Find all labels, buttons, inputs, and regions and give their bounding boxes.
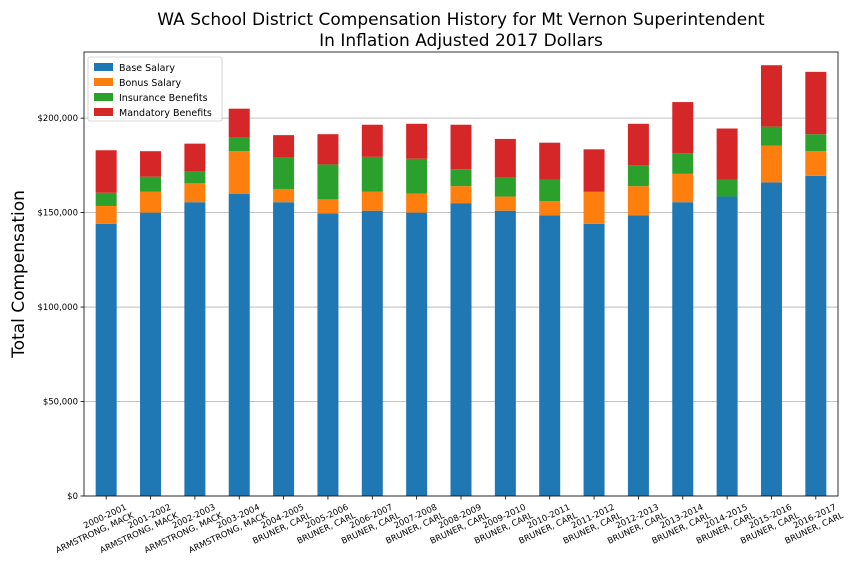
bar-base-salary	[184, 202, 206, 496]
bar-mandatory-benefits	[273, 135, 295, 158]
bar-insurance-benefits	[317, 164, 339, 200]
y-tick-label: $100,000	[37, 303, 78, 313]
bars	[95, 65, 827, 497]
bar-bonus-salary	[184, 183, 206, 203]
legend-box	[87, 56, 223, 122]
bar-insurance-benefits	[672, 153, 694, 174]
bar-bonus-salary	[228, 151, 250, 194]
bar-bonus-salary	[494, 196, 516, 211]
bar-bonus-salary	[140, 191, 162, 213]
bar-bonus-salary	[273, 188, 295, 203]
x-axis-ticks: 2000-2001ARMSTRONG, MACK2001-2002ARMSTRO…	[50, 496, 845, 556]
bar-insurance-benefits	[627, 165, 649, 187]
legend-swatch	[94, 63, 113, 71]
legend-swatch	[94, 78, 113, 86]
bar-bonus-salary	[805, 151, 827, 176]
bar-mandatory-benefits	[494, 138, 516, 178]
chart-title-line: In Inflation Adjusted 2017 Dollars	[319, 31, 603, 51]
bar-bonus-salary	[450, 186, 472, 204]
bar-mandatory-benefits	[317, 134, 339, 165]
chart-title: WA School District Compensation History …	[157, 10, 765, 51]
y-tick-label: $0	[67, 492, 78, 502]
bar-base-salary	[627, 215, 649, 496]
legend-entry: Insurance Benefits	[119, 93, 208, 104]
bar-mandatory-benefits	[539, 142, 561, 180]
y-tick-label: $150,000	[37, 209, 78, 219]
bar-base-salary	[583, 223, 605, 496]
bar-insurance-benefits	[539, 179, 561, 202]
bar-mandatory-benefits	[672, 102, 694, 154]
bar-insurance-benefits	[273, 157, 295, 189]
bar-base-salary	[228, 193, 250, 496]
legend-swatch	[94, 108, 113, 116]
y-axis-ticks: $0 $50,000 $100,000 $150,000 $200,000	[37, 114, 84, 502]
bar-base-salary	[539, 215, 561, 496]
bar-base-salary	[273, 202, 295, 496]
bar-insurance-benefits	[95, 192, 117, 206]
bar-insurance-benefits	[716, 179, 738, 197]
bar-bonus-salary	[539, 201, 561, 216]
bar-mandatory-benefits	[184, 143, 206, 172]
legend-entry: Mandatory Benefits	[119, 108, 212, 119]
bar-mandatory-benefits	[716, 128, 738, 180]
bar-mandatory-benefits	[406, 123, 428, 159]
bar-base-salary	[805, 175, 827, 497]
bar-insurance-benefits	[184, 171, 206, 184]
bar-base-salary	[672, 202, 694, 496]
y-tick-label: $200,000	[37, 114, 78, 124]
bar-mandatory-benefits	[140, 151, 162, 177]
bar-bonus-salary	[627, 186, 649, 216]
bar-bonus-salary	[317, 199, 339, 214]
bar-insurance-benefits	[760, 126, 782, 146]
bar-bonus-salary	[672, 173, 694, 203]
bar-insurance-benefits	[805, 134, 827, 152]
y-axis-label: Total Compensation	[9, 190, 29, 359]
bar-insurance-benefits	[406, 158, 428, 194]
bar-base-salary	[716, 196, 738, 496]
bar-mandatory-benefits	[583, 149, 605, 192]
bar-base-salary	[317, 213, 339, 497]
bar-bonus-salary	[95, 205, 117, 224]
bar-mandatory-benefits	[95, 150, 117, 193]
bar-bonus-salary	[406, 193, 428, 213]
bar-insurance-benefits	[228, 137, 250, 152]
bar-base-salary	[406, 212, 428, 496]
bar-mandatory-benefits	[361, 124, 383, 157]
legend-entry: Base Salary	[119, 63, 175, 74]
bar-insurance-benefits	[494, 177, 516, 197]
bar-insurance-benefits	[450, 169, 472, 187]
chart-title-line: WA School District Compensation History …	[157, 10, 765, 30]
legend-swatch	[94, 93, 113, 101]
bar-base-salary	[760, 182, 782, 496]
legend: Base Salary Bonus Salary Insurance Benefit…	[87, 56, 223, 122]
bar-insurance-benefits	[361, 156, 383, 192]
bar-base-salary	[450, 203, 472, 497]
y-tick-label: $50,000	[43, 398, 78, 408]
bar-insurance-benefits	[140, 176, 162, 192]
bar-base-salary	[494, 210, 516, 496]
bar-base-salary	[95, 223, 117, 496]
bar-mandatory-benefits	[627, 123, 649, 166]
bar-mandatory-benefits	[805, 71, 827, 135]
legend-entry: Bonus Salary	[119, 78, 182, 89]
bar-bonus-salary	[583, 191, 605, 224]
bar-base-salary	[361, 210, 383, 496]
bar-mandatory-benefits	[228, 108, 250, 138]
bar-bonus-salary	[760, 145, 782, 183]
bar-bonus-salary	[361, 191, 383, 211]
bar-base-salary	[140, 212, 162, 496]
x-tick-label: 2000-2001ARMSTRONG, MACK	[50, 501, 136, 556]
bar-mandatory-benefits	[760, 65, 782, 127]
bar-mandatory-benefits	[450, 124, 472, 170]
